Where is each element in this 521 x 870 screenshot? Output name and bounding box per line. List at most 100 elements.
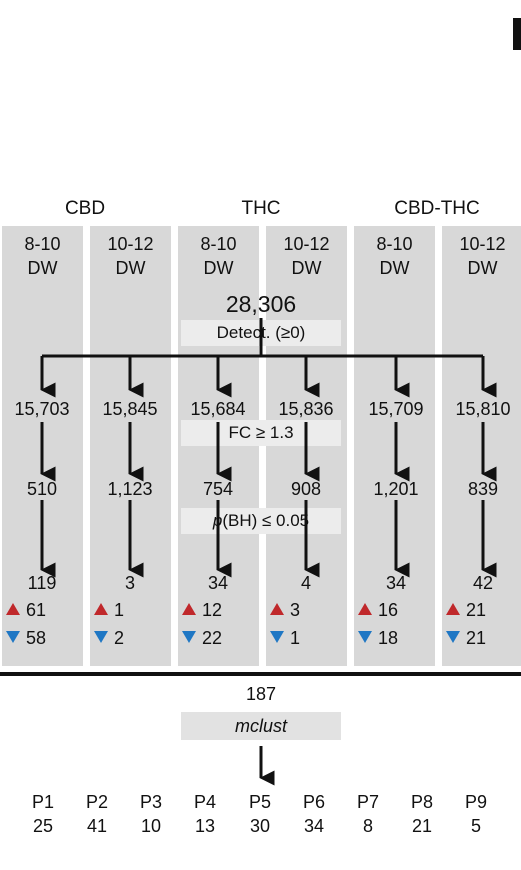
union-total: 187 <box>245 684 277 704</box>
cluster-6: P6 34 <box>294 790 334 838</box>
down-row-1: 58 <box>6 627 46 649</box>
down-count: 1 <box>290 628 301 648</box>
cluster-name: P3 <box>139 792 163 812</box>
cluster-name: P8 <box>410 792 434 812</box>
up-triangle-icon <box>270 603 284 615</box>
column-unit: DW <box>203 258 234 278</box>
up-triangle-icon <box>358 603 372 615</box>
cluster-8: P8 21 <box>402 790 442 838</box>
down-triangle-icon <box>182 631 196 643</box>
de-total-5: 34 <box>385 573 407 593</box>
down-row-6: 21 <box>446 627 486 649</box>
fc-step-box <box>181 420 341 446</box>
up-count: 12 <box>202 600 223 620</box>
cluster-name: P7 <box>356 792 380 812</box>
column-header-3: 8-10 DW <box>178 232 259 280</box>
column-unit: DW <box>291 258 322 278</box>
down-count: 22 <box>202 628 223 648</box>
down-triangle-icon <box>94 631 108 643</box>
cluster-name: P5 <box>248 792 272 812</box>
cluster-3: P3 10 <box>131 790 171 838</box>
cluster-count: 34 <box>303 816 325 836</box>
column-unit: DW <box>467 258 498 278</box>
column-header-4: 10-12 DW <box>266 232 347 280</box>
column-header-5: 8-10 DW <box>354 232 435 280</box>
cluster-count: 10 <box>140 816 162 836</box>
down-row-2: 2 <box>94 627 124 649</box>
up-row-3: 12 <box>182 599 222 621</box>
down-count: 2 <box>114 628 125 648</box>
de-total-4: 4 <box>300 573 311 593</box>
column-header-6: 10-12 DW <box>442 232 521 280</box>
cluster-7: P7 8 <box>348 790 388 838</box>
bh-count-1: 510 <box>26 479 58 499</box>
cluster-name: P9 <box>464 792 488 812</box>
column-unit: DW <box>115 258 146 278</box>
up-row-4: 3 <box>270 599 300 621</box>
cluster-4: P4 13 <box>185 790 225 838</box>
up-triangle-icon <box>6 603 20 615</box>
down-row-5: 18 <box>358 627 398 649</box>
fc-count-6: 15,810 <box>455 399 511 419</box>
bh-count-4: 908 <box>290 479 322 499</box>
column-window: 8-10 <box>200 234 237 254</box>
cluster-count: 30 <box>249 816 271 836</box>
up-count: 61 <box>26 600 47 620</box>
down-triangle-icon <box>6 631 20 643</box>
divider-line <box>0 672 521 676</box>
fc-count-5: 15,709 <box>368 399 424 419</box>
column-unit: DW <box>379 258 410 278</box>
up-triangle-icon <box>182 603 196 615</box>
cluster-1: P1 25 <box>23 790 63 838</box>
down-triangle-icon <box>446 631 460 643</box>
cluster-count: 8 <box>362 816 373 836</box>
cluster-count: 41 <box>86 816 108 836</box>
group-label-cbd-thc: CBD-THC <box>394 198 480 219</box>
column-header-2: 10-12 DW <box>90 232 171 280</box>
cluster-name: P4 <box>193 792 217 812</box>
de-total-1: 119 <box>27 573 57 593</box>
down-count: 58 <box>26 628 47 648</box>
fc-count-4: 15,836 <box>278 399 334 419</box>
bh-step-label-rest: (BH) ≤ 0.05 <box>222 511 310 530</box>
column-window: 10-12 <box>283 234 330 254</box>
up-triangle-icon <box>446 603 460 615</box>
bh-count-6: 839 <box>467 479 499 499</box>
de-total-3: 34 <box>207 573 229 593</box>
fc-step-label: FC ≥ 1.3 <box>228 423 294 442</box>
cluster-5: P5 30 <box>240 790 280 838</box>
up-count: 16 <box>378 600 399 620</box>
column-unit: DW <box>27 258 58 278</box>
method-label: mclust <box>234 716 287 736</box>
group-label-cbd: CBD <box>64 198 106 219</box>
down-count: 18 <box>378 628 399 648</box>
bh-step-label-p: p <box>212 511 223 530</box>
column-window: 8-10 <box>376 234 413 254</box>
cluster-count: 13 <box>194 816 216 836</box>
cluster-count: 5 <box>470 816 481 836</box>
panel-letter-mark <box>513 18 521 50</box>
cluster-name: P6 <box>302 792 326 812</box>
fc-count-2: 15,845 <box>102 399 158 419</box>
up-row-5: 16 <box>358 599 398 621</box>
down-count: 21 <box>466 628 487 648</box>
down-triangle-icon <box>270 631 284 643</box>
cluster-count: 25 <box>32 816 54 836</box>
cluster-name: P2 <box>85 792 109 812</box>
up-row-6: 21 <box>446 599 486 621</box>
cluster-name: P1 <box>31 792 55 812</box>
cluster-2: P2 41 <box>77 790 117 838</box>
bh-count-2: 1,123 <box>107 479 153 499</box>
up-count: 21 <box>466 600 487 620</box>
up-count: 3 <box>290 600 301 620</box>
up-row-1: 61 <box>6 599 46 621</box>
bh-step-box <box>181 508 341 534</box>
detect-step-label: Detect. (≥0) <box>216 323 306 342</box>
fc-count-3: 15,684 <box>190 399 246 419</box>
down-row-3: 22 <box>182 627 222 649</box>
de-total-6: 42 <box>472 573 494 593</box>
fc-count-1: 15,703 <box>14 399 70 419</box>
up-row-2: 1 <box>94 599 124 621</box>
up-count: 1 <box>114 600 125 620</box>
